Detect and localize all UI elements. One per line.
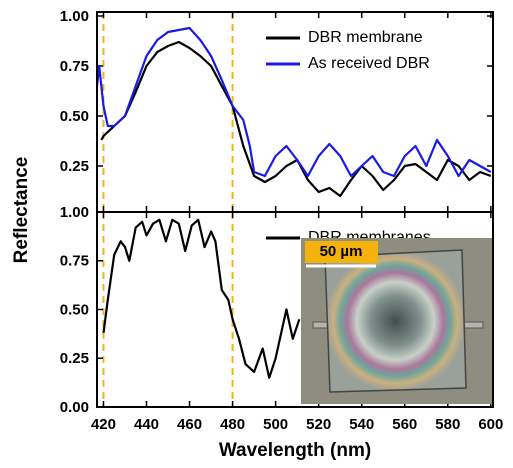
x-tick-label: 420 [91,416,116,433]
y-tick-label: 1.00 [60,204,89,221]
y-tick-label: 1.00 [60,8,89,25]
x-tick-label: 540 [349,416,374,433]
y-axis-label: Reflectance [11,157,32,264]
y-tick-label: 0.25 [60,158,89,175]
x-tick-label: 520 [306,416,331,433]
x-tick-label: 560 [392,416,417,433]
x-axis-label: Wavelength (nm) [219,440,371,461]
scale-label-box [305,241,378,263]
x-tick-label: 460 [177,416,202,433]
data-line [102,218,301,379]
legend-label: DBR membrane [308,29,423,46]
x-tick-label: 500 [263,416,288,433]
inset-image: 50 µm [301,238,492,404]
y-tick-label: 0.50 [60,108,89,125]
legend-label: As received DBR [308,55,430,72]
y-tick-label: 0.25 [60,350,89,367]
x-tick-label: 600 [478,416,503,433]
x-tick-label: 480 [220,416,245,433]
membrane [324,249,467,393]
y-tick-label: 0.75 [60,253,89,270]
x-tick-label: 580 [435,416,460,433]
y-tick-label: 0.75 [60,58,89,75]
data-line [100,40,492,198]
x-tick-label: 440 [134,416,159,433]
plot-frame [96,211,494,408]
scale-label: 50 µm [320,243,363,260]
y-tick-label: 0.00 [60,399,89,416]
data-line [95,26,492,178]
y-tick-label: 0.50 [60,301,89,318]
